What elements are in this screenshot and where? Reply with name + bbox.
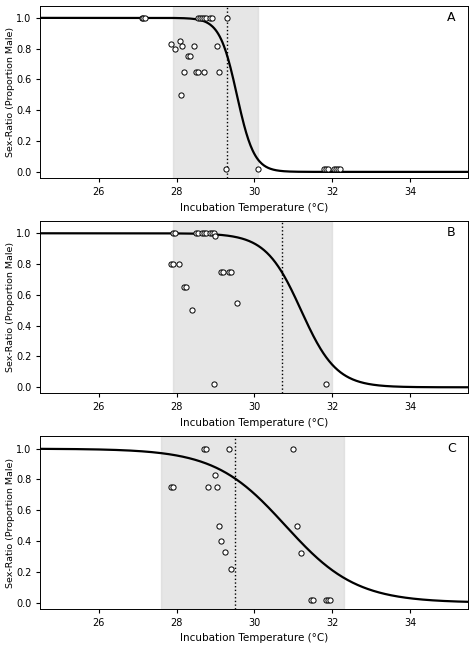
Text: B: B — [447, 226, 456, 239]
Point — [198, 228, 206, 238]
Point — [219, 267, 227, 277]
Point — [179, 40, 186, 51]
Point — [307, 594, 315, 605]
Point — [200, 443, 208, 454]
Point — [175, 259, 182, 269]
Y-axis label: Sex-Ratio (Proportion Male): Sex-Ratio (Proportion Male) — [6, 458, 15, 588]
Point — [182, 282, 190, 293]
Point — [206, 228, 213, 238]
Point — [210, 228, 217, 238]
Point — [208, 228, 215, 238]
Point — [140, 13, 147, 23]
Bar — [173, 221, 332, 393]
Point — [323, 164, 330, 174]
Point — [206, 13, 213, 23]
Point — [325, 164, 332, 174]
Point — [210, 379, 217, 389]
Point — [188, 305, 196, 315]
Point — [216, 67, 223, 77]
Point — [290, 443, 297, 454]
Point — [169, 259, 176, 269]
Point — [194, 228, 202, 238]
Point — [194, 67, 202, 77]
X-axis label: Incubation Temperature (°C): Incubation Temperature (°C) — [180, 418, 328, 428]
Point — [169, 482, 176, 493]
Point — [204, 482, 211, 493]
Point — [138, 13, 146, 23]
Point — [167, 482, 174, 493]
Point — [327, 594, 334, 605]
Point — [190, 40, 198, 51]
Point — [196, 13, 204, 23]
Point — [223, 164, 230, 174]
Point — [293, 520, 301, 531]
X-axis label: Incubation Temperature (°C): Incubation Temperature (°C) — [180, 202, 328, 213]
Point — [336, 164, 344, 174]
Point — [200, 228, 208, 238]
Point — [223, 13, 231, 23]
Point — [227, 267, 235, 277]
Point — [212, 470, 219, 480]
Point — [297, 548, 305, 559]
Point — [186, 51, 194, 62]
Point — [332, 164, 340, 174]
Point — [142, 13, 149, 23]
Point — [233, 297, 241, 308]
Bar — [173, 6, 258, 178]
Point — [225, 267, 233, 277]
Point — [214, 40, 221, 51]
Point — [169, 228, 176, 238]
Point — [171, 43, 178, 54]
Point — [167, 259, 174, 269]
Point — [334, 164, 342, 174]
Point — [194, 13, 202, 23]
Point — [200, 13, 208, 23]
Point — [208, 13, 215, 23]
Point — [202, 13, 210, 23]
Point — [192, 67, 200, 77]
Point — [323, 594, 330, 605]
Point — [325, 594, 332, 605]
Point — [181, 67, 188, 77]
Point — [202, 443, 210, 454]
Point — [218, 536, 225, 546]
Point — [323, 379, 330, 389]
Point — [192, 228, 200, 238]
Point — [212, 231, 219, 241]
Point — [214, 482, 221, 493]
Text: C: C — [447, 441, 456, 454]
Point — [167, 39, 174, 49]
Point — [221, 546, 229, 557]
Bar — [161, 436, 344, 609]
Point — [177, 90, 185, 100]
Point — [202, 228, 210, 238]
Point — [198, 13, 206, 23]
Point — [184, 51, 192, 62]
Point — [200, 67, 208, 77]
Text: A: A — [447, 11, 456, 24]
Point — [227, 563, 235, 574]
Point — [171, 228, 178, 238]
X-axis label: Incubation Temperature (°C): Incubation Temperature (°C) — [180, 633, 328, 643]
Point — [216, 520, 223, 531]
Point — [181, 282, 188, 293]
Point — [225, 443, 233, 454]
Y-axis label: Sex-Ratio (Proportion Male): Sex-Ratio (Proportion Male) — [6, 242, 15, 373]
Y-axis label: Sex-Ratio (Proportion Male): Sex-Ratio (Proportion Male) — [6, 27, 15, 157]
Point — [218, 267, 225, 277]
Point — [320, 164, 328, 174]
Point — [177, 36, 184, 46]
Point — [309, 594, 317, 605]
Point — [255, 164, 262, 174]
Point — [330, 164, 338, 174]
